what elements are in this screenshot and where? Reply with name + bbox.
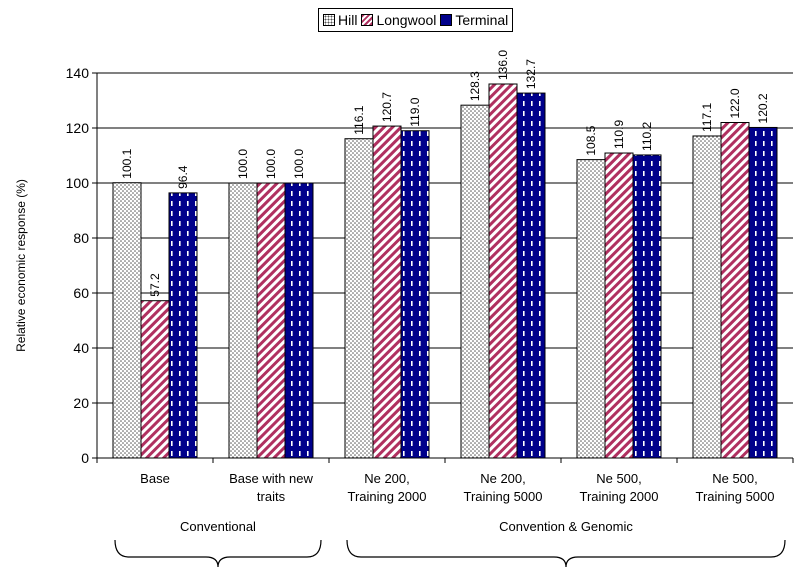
y-tick-label: 80 bbox=[73, 230, 89, 246]
legend-label-terminal: Terminal bbox=[455, 12, 509, 28]
gridlines bbox=[97, 72, 793, 404]
legend-swatch-hill bbox=[323, 14, 335, 26]
data-label: 119.0 bbox=[408, 97, 422, 126]
bar-longwool bbox=[720, 122, 750, 459]
group-label: Conventional bbox=[180, 519, 256, 534]
data-labels: 100.1 57.2 96.4 100.0 100.0 100.0 116.1 120.7 11… bbox=[120, 50, 770, 297]
data-label: 116.1 bbox=[352, 105, 366, 134]
legend-item-terminal: Terminal bbox=[440, 12, 508, 28]
bar-hill bbox=[460, 104, 490, 459]
legend-label-hill: Hill bbox=[338, 12, 358, 28]
x-category-label: Training 5000 bbox=[463, 489, 542, 504]
data-label: 122.0 bbox=[728, 88, 742, 118]
data-label: 132.7 bbox=[524, 59, 538, 89]
legend-item-hill: Hill bbox=[323, 12, 357, 28]
y-tick-label: 120 bbox=[66, 120, 90, 136]
x-category-label: Ne 500, bbox=[596, 471, 642, 486]
x-category-label: Base with new bbox=[229, 471, 313, 486]
bar-terminal bbox=[748, 126, 778, 459]
bar-terminal bbox=[284, 182, 314, 459]
chart-legend: Hill Longwool Terminal bbox=[318, 8, 514, 32]
bar-longwool bbox=[488, 83, 518, 459]
x-category-label: Ne 200, bbox=[480, 471, 526, 486]
bar-terminal bbox=[400, 130, 430, 459]
data-label: 100.0 bbox=[264, 149, 278, 179]
data-label: 120.2 bbox=[756, 93, 770, 123]
bar-terminal bbox=[168, 192, 198, 459]
data-label: 100.0 bbox=[292, 149, 306, 179]
y-tick-label: 40 bbox=[73, 340, 89, 356]
x-category-label: Training 5000 bbox=[695, 489, 774, 504]
bar-hill bbox=[228, 182, 258, 459]
x-category-label: Ne 200, bbox=[364, 471, 410, 486]
bar-longwool bbox=[604, 152, 634, 459]
data-label: 110.9 bbox=[612, 120, 626, 149]
data-label: 100.1 bbox=[120, 148, 134, 178]
y-tick-label: 100 bbox=[66, 175, 90, 191]
y-tick-label: 140 bbox=[66, 65, 90, 81]
data-label: 128.3 bbox=[468, 71, 482, 101]
x-category-label: Base bbox=[140, 471, 170, 486]
bar-terminal bbox=[632, 154, 662, 459]
bar-hill bbox=[576, 159, 606, 459]
group-brace bbox=[346, 539, 786, 568]
x-category-label: traits bbox=[257, 489, 286, 504]
legend-swatch-longwool bbox=[361, 14, 374, 26]
group-brace bbox=[114, 539, 322, 568]
bar-terminal bbox=[516, 92, 546, 459]
data-label: 136.0 bbox=[496, 50, 510, 80]
data-label: 57.2 bbox=[148, 273, 162, 297]
x-category-label: Training 2000 bbox=[347, 489, 426, 504]
category-groups: Conventional Convention & Genomic bbox=[114, 519, 786, 568]
y-tick-label: 0 bbox=[81, 450, 89, 466]
bar-hill bbox=[344, 138, 374, 459]
data-label: 117.1 bbox=[700, 103, 714, 132]
axes: 0 20 40 60 80 100 120 140 Relative economic resp… bbox=[14, 65, 794, 504]
y-tick-label: 20 bbox=[73, 395, 89, 411]
y-axis-title: Relative economic response (%) bbox=[14, 179, 28, 352]
bars bbox=[112, 83, 778, 459]
bar-longwool bbox=[140, 300, 170, 459]
x-category-label: Ne 500, bbox=[712, 471, 758, 486]
legend-item-longwool: Longwool bbox=[361, 12, 436, 28]
legend-label-longwool: Longwool bbox=[376, 12, 437, 28]
bar-longwool bbox=[256, 182, 286, 459]
bar-longwool bbox=[372, 125, 402, 459]
bar-hill bbox=[692, 135, 722, 459]
data-label: 100.0 bbox=[236, 149, 250, 179]
data-label: 120.7 bbox=[380, 92, 394, 122]
x-category-label: Training 2000 bbox=[579, 489, 658, 504]
legend-swatch-terminal bbox=[440, 14, 453, 26]
data-label: 110.2 bbox=[640, 121, 654, 150]
data-label: 108.5 bbox=[584, 125, 598, 155]
data-label: 96.4 bbox=[176, 165, 190, 189]
bar-hill bbox=[112, 182, 142, 459]
y-tick-label: 60 bbox=[73, 285, 89, 301]
group-label: Convention & Genomic bbox=[499, 519, 633, 534]
